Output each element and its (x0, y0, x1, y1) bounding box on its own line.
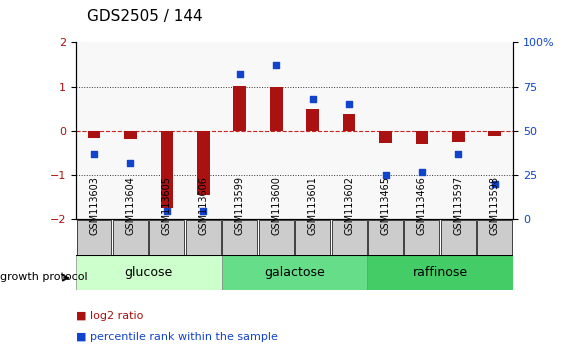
Text: galactose: galactose (264, 266, 325, 279)
FancyBboxPatch shape (222, 255, 367, 290)
Bar (489, 131, 501, 136)
Text: ■ log2 ratio: ■ log2 ratio (76, 310, 143, 321)
Point (417, 169, 427, 175)
Text: ■ percentile rank within the sample: ■ percentile rank within the sample (76, 332, 278, 342)
Text: raffinose: raffinose (413, 266, 468, 279)
FancyBboxPatch shape (477, 220, 512, 255)
Point (454, 151, 463, 157)
Text: GSM113599: GSM113599 (235, 176, 245, 235)
FancyBboxPatch shape (332, 220, 367, 255)
Text: GSM113598: GSM113598 (490, 176, 500, 235)
Text: GSM113602: GSM113602 (344, 176, 354, 235)
FancyBboxPatch shape (76, 220, 111, 255)
Point (199, 208, 208, 213)
Point (308, 96, 317, 102)
Bar (124, 131, 137, 139)
Point (89, 151, 99, 157)
FancyBboxPatch shape (441, 220, 476, 255)
FancyBboxPatch shape (149, 220, 184, 255)
Bar (452, 131, 465, 142)
FancyBboxPatch shape (186, 220, 221, 255)
Bar (197, 131, 210, 195)
Point (381, 172, 390, 178)
Text: GSM113606: GSM113606 (198, 177, 208, 235)
Text: GSM113465: GSM113465 (381, 176, 391, 235)
FancyBboxPatch shape (295, 220, 330, 255)
FancyBboxPatch shape (113, 220, 148, 255)
FancyBboxPatch shape (259, 220, 294, 255)
Text: GSM113605: GSM113605 (162, 176, 172, 235)
Text: growth protocol: growth protocol (0, 272, 87, 282)
Text: GSM113597: GSM113597 (454, 176, 463, 235)
Point (272, 63, 281, 68)
FancyBboxPatch shape (222, 220, 257, 255)
Text: GDS2505 / 144: GDS2505 / 144 (87, 9, 203, 24)
Bar (343, 114, 356, 131)
Bar (87, 131, 100, 138)
Text: GSM113603: GSM113603 (89, 177, 99, 235)
FancyBboxPatch shape (368, 220, 403, 255)
Bar (306, 109, 319, 131)
Point (162, 208, 171, 213)
Bar (416, 131, 429, 144)
Text: glucose: glucose (125, 266, 173, 279)
Bar (270, 87, 283, 131)
Text: GSM113601: GSM113601 (308, 177, 318, 235)
Text: GSM113600: GSM113600 (271, 177, 281, 235)
Bar (379, 131, 392, 143)
Text: GSM113604: GSM113604 (125, 177, 135, 235)
Point (126, 160, 135, 166)
Point (235, 72, 244, 77)
Bar (160, 131, 173, 209)
Point (345, 102, 354, 107)
FancyBboxPatch shape (367, 255, 513, 290)
FancyBboxPatch shape (405, 220, 440, 255)
Bar (233, 86, 246, 131)
Text: GSM113466: GSM113466 (417, 177, 427, 235)
FancyBboxPatch shape (76, 255, 222, 290)
Point (490, 181, 500, 187)
